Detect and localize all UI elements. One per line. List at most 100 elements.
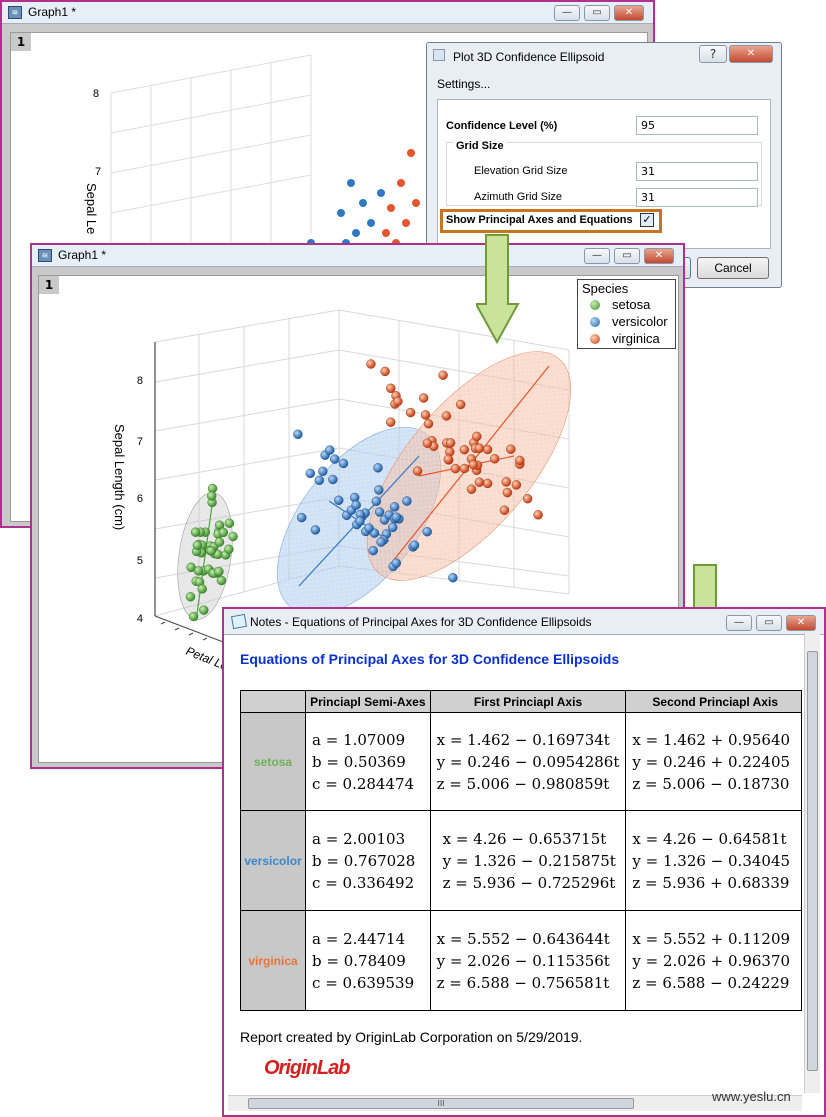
help-button[interactable]: ? (699, 45, 727, 63)
watermark: www.yeslu.cn (712, 1089, 791, 1104)
settings-panel: Confidence Level (%) 95 Grid Size Elevat… (437, 99, 771, 249)
dialog-close-button[interactable]: ✕ (729, 45, 773, 63)
scatter-point (515, 455, 525, 466)
title-bar[interactable]: ≋ Graph1 * — ▭ ✕ (32, 245, 683, 267)
scatter-point (376, 537, 386, 547)
scatter-point (355, 516, 365, 526)
report-footer: Report created by OriginLab Corporation … (240, 1029, 583, 1045)
versicolor-points (293, 429, 458, 583)
minimize-button[interactable]: — (554, 5, 580, 21)
table-row: setosa a = 1.07009 b = 0.50369 c = 0.28447… (239, 712, 802, 811)
legend-marker-virginica (590, 334, 600, 344)
maximize-button[interactable]: ▭ (584, 5, 610, 21)
legend-marker-versicolor (590, 317, 600, 327)
horizontal-scrollbar[interactable]: III (228, 1095, 802, 1111)
azimuth-grid-label: Azimuth Grid Size (474, 191, 563, 203)
legend-marker-setosa (590, 300, 600, 310)
scatter-point (502, 487, 513, 498)
scatter-point (402, 496, 412, 506)
scatter-point (474, 477, 485, 487)
dialog-title-bar[interactable]: Plot 3D Confidence Ellipsoid ? ✕ (427, 43, 781, 69)
semi-axes-cell: a = 2.00103 b = 0.767028 c = 0.336492 (305, 810, 431, 911)
plot-3d: 8 7 6 5 4 Sepal Length (cm) Petal Le (112, 309, 572, 673)
scatter-point (214, 537, 225, 547)
scatter-point (393, 396, 403, 407)
scatter-point (450, 463, 461, 474)
scatter-point (448, 573, 458, 583)
maximize-button[interactable]: ▭ (614, 248, 640, 264)
vertical-scrollbar[interactable] (804, 633, 820, 1093)
scatter-point (188, 611, 199, 622)
header-semi-axes: Princiapl Semi-Axes (305, 690, 431, 713)
scatter-point (466, 484, 477, 494)
azimuth-grid-field[interactable]: 31 (636, 188, 758, 207)
confidence-level-field[interactable]: 95 (636, 116, 758, 135)
elevation-grid-label: Elevation Grid Size (474, 165, 568, 177)
cancel-button[interactable]: Cancel (697, 257, 769, 279)
scatter-point (368, 545, 378, 556)
layer-indicator[interactable]: 1 (39, 276, 59, 294)
scatter-point (218, 527, 229, 538)
title-bar[interactable]: ≋ Graph1 * — ▭ ✕ (2, 2, 653, 24)
scroll-thumb[interactable] (807, 651, 818, 1071)
scatter-point (380, 366, 390, 377)
close-button[interactable]: ✕ (614, 5, 644, 21)
scatter-point (199, 605, 209, 615)
header-blank (239, 690, 307, 713)
scatter-point (474, 443, 485, 454)
scatter-point (422, 438, 433, 448)
setosa-points (185, 483, 238, 622)
scatter-point (206, 546, 216, 556)
scatter-point (338, 458, 349, 469)
scroll-thumb[interactable]: III (248, 1098, 634, 1109)
scatter-point (193, 566, 204, 576)
principal-axes-checkbox[interactable]: ✓ (640, 213, 654, 227)
scatter-point (391, 512, 401, 522)
scatter-point (192, 540, 203, 550)
second-axis-cell: x = 1.462 + 0.95640 y = 0.246 + 0.22405 z … (625, 712, 802, 811)
z-tick-4: 4 (137, 613, 143, 625)
scatter-point (297, 512, 307, 523)
z-axis-title: Sepal Length (cm) (112, 424, 127, 530)
window-title: Graph1 * (58, 248, 107, 262)
legend-label-setosa: setosa (612, 297, 651, 312)
scatter-point (206, 491, 217, 501)
scatter-point (330, 454, 340, 464)
maximize-button[interactable]: ▭ (756, 615, 782, 631)
scatter-point (386, 417, 396, 427)
scatter-point (351, 500, 361, 510)
legend[interactable]: Species setosa versicolor virginica (577, 279, 676, 349)
scatter-point (459, 444, 470, 455)
scatter-point (214, 566, 224, 577)
dialog-title: Plot 3D Confidence Ellipsoid (453, 50, 605, 64)
scatter-point (228, 531, 238, 542)
scatter-point (325, 445, 335, 455)
back-tick-8: 8 (93, 88, 99, 100)
close-button[interactable]: ✕ (644, 248, 674, 264)
table-row: versicolor a = 2.00103 b = 0.767028 c = 0.… (239, 810, 802, 911)
scatter-point (328, 474, 338, 485)
second-axis-cell: x = 5.552 + 0.11209 y = 2.026 + 0.96370 z … (625, 910, 802, 1011)
header-second-axis: Second Princiapl Axis (625, 690, 802, 713)
plot-3d-back: 8 7 Sepal Le (84, 54, 420, 253)
layer-indicator[interactable]: 1 (11, 33, 31, 51)
scatter-point (364, 523, 374, 533)
z-tick-5: 5 (137, 555, 143, 567)
scatter-point (409, 540, 420, 550)
close-button[interactable]: ✕ (786, 615, 816, 631)
scatter-point (216, 575, 227, 586)
scatter-point (224, 544, 234, 554)
minimize-button[interactable]: — (584, 248, 610, 264)
scatter-point (522, 493, 533, 504)
elevation-grid-field[interactable]: 31 (636, 162, 758, 181)
scatter-point (501, 477, 511, 487)
settings-label[interactable]: Settings... (437, 77, 491, 91)
confidence-level-label: Confidence Level (%) (446, 120, 558, 132)
minimize-button[interactable]: — (726, 615, 752, 631)
arrow-down-icon (476, 234, 520, 344)
originlab-logo: OriginLab (264, 1057, 350, 1079)
virginica-points (366, 359, 543, 520)
title-bar[interactable]: Notes - Equations of Principal Axes for … (224, 609, 824, 635)
semi-axes-cell: a = 2.44714 b = 0.78409 c = 0.639539 (305, 910, 431, 1011)
scatter-point (374, 507, 385, 517)
